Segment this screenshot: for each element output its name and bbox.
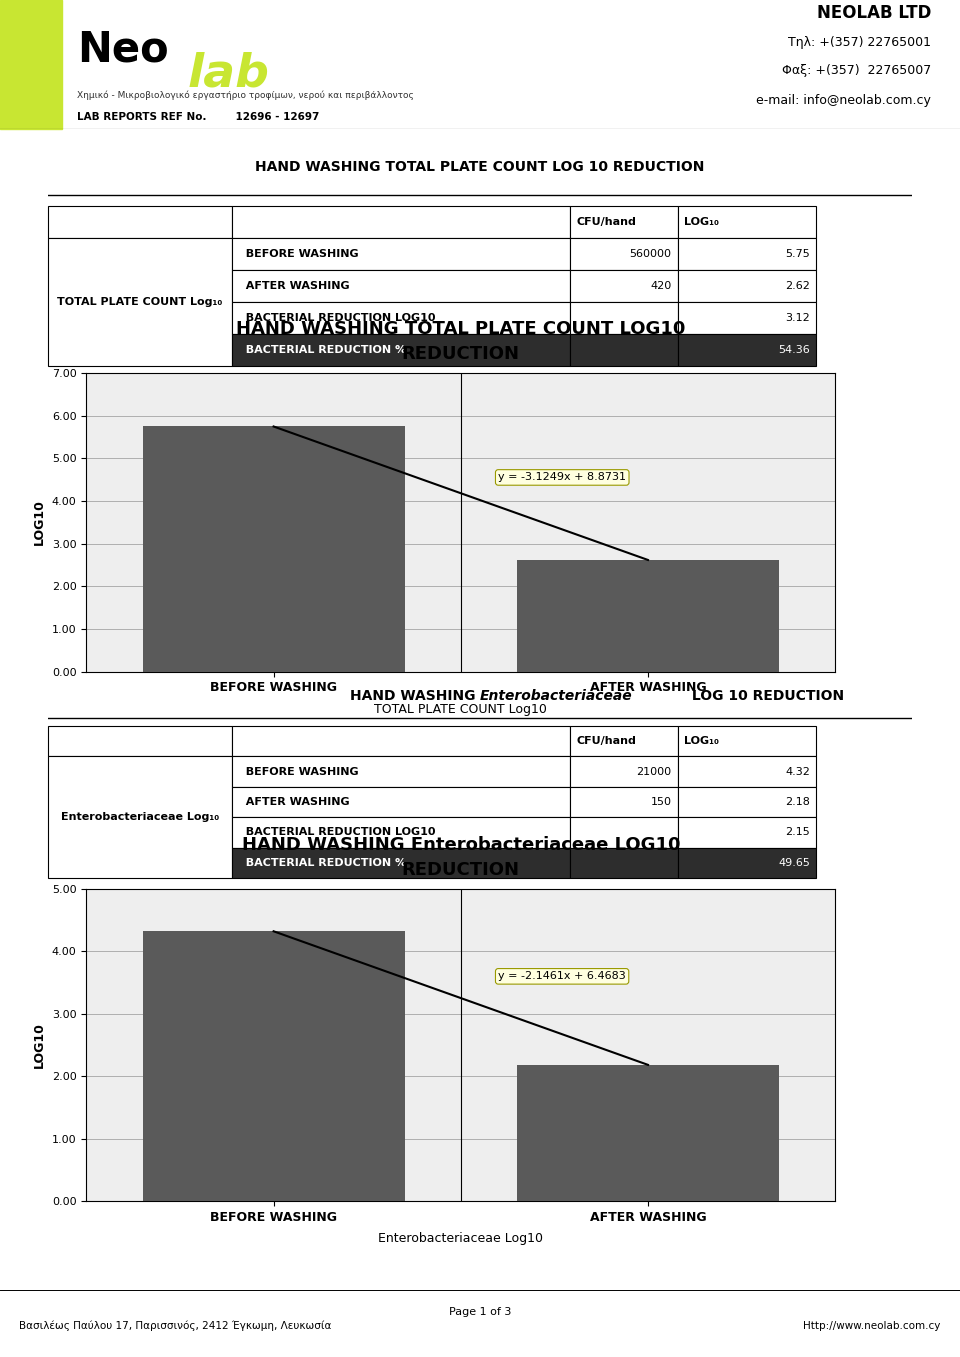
Bar xyxy=(570,303,678,334)
Text: Βασιλέως Παύλου 17, Παρισσινός, 2412 Έγκωμη, Λευκωσία: Βασιλέως Παύλου 17, Παρισσινός, 2412 Έγκ… xyxy=(19,1320,331,1331)
Bar xyxy=(48,206,232,239)
Text: Τηλ: +(357) 22765001: Τηλ: +(357) 22765001 xyxy=(788,37,931,49)
Text: Http://www.neolab.com.cy: Http://www.neolab.com.cy xyxy=(804,1322,941,1331)
Bar xyxy=(678,848,816,878)
Bar xyxy=(48,726,232,756)
Bar xyxy=(232,206,570,239)
Bar xyxy=(48,756,232,878)
Text: CFU/hand: CFU/hand xyxy=(576,217,636,227)
Text: AFTER WASHING: AFTER WASHING xyxy=(238,281,350,292)
Text: 2.18: 2.18 xyxy=(785,797,810,807)
Bar xyxy=(232,334,570,366)
Bar xyxy=(678,206,816,239)
Text: Enterobacteriaceae: Enterobacteriaceae xyxy=(480,689,633,703)
Bar xyxy=(678,787,816,817)
Text: e-mail: info@neolab.com.cy: e-mail: info@neolab.com.cy xyxy=(756,94,931,107)
Bar xyxy=(570,334,678,366)
Text: LOG₁₀: LOG₁₀ xyxy=(684,217,719,227)
Bar xyxy=(232,787,570,817)
Text: y = -2.1461x + 6.4683: y = -2.1461x + 6.4683 xyxy=(498,972,626,981)
Bar xyxy=(678,817,816,848)
Bar xyxy=(678,726,816,756)
Text: lab: lab xyxy=(187,52,269,96)
Text: BEFORE WASHING: BEFORE WASHING xyxy=(238,767,359,776)
Text: LOG 10 REDUCTION: LOG 10 REDUCTION xyxy=(687,689,845,703)
Text: 54.36: 54.36 xyxy=(779,346,810,356)
Bar xyxy=(232,817,570,848)
Y-axis label: LOG10: LOG10 xyxy=(34,499,46,546)
Text: y = -3.1249x + 8.8731: y = -3.1249x + 8.8731 xyxy=(498,472,626,483)
Text: BEFORE WASHING: BEFORE WASHING xyxy=(238,250,359,259)
Bar xyxy=(678,239,816,270)
Text: 420: 420 xyxy=(650,281,672,292)
Title: HAND WASHING Enterobacteriaceae LOG10
REDUCTION: HAND WASHING Enterobacteriaceae LOG10 RE… xyxy=(242,836,680,879)
Bar xyxy=(0,0,62,129)
Bar xyxy=(570,817,678,848)
Bar xyxy=(678,334,816,366)
X-axis label: TOTAL PLATE COUNT Log10: TOTAL PLATE COUNT Log10 xyxy=(374,703,547,715)
Bar xyxy=(570,270,678,303)
Title: HAND WASHING TOTAL PLATE COUNT LOG10
REDUCTION: HAND WASHING TOTAL PLATE COUNT LOG10 RED… xyxy=(236,320,685,364)
Text: LOG₁₀: LOG₁₀ xyxy=(684,737,719,746)
Text: Neo: Neo xyxy=(77,28,168,71)
Bar xyxy=(516,560,780,672)
Bar xyxy=(232,756,570,787)
Text: 49.65: 49.65 xyxy=(778,858,810,867)
Text: 5.75: 5.75 xyxy=(785,250,810,259)
Text: BACTERIAL REDUCTION LOG10: BACTERIAL REDUCTION LOG10 xyxy=(238,828,436,837)
Bar xyxy=(678,303,816,334)
Bar xyxy=(570,756,678,787)
Text: 150: 150 xyxy=(651,797,672,807)
X-axis label: Enterobacteriaceae Log10: Enterobacteriaceae Log10 xyxy=(378,1232,543,1244)
Text: BACTERIAL REDUCTION %: BACTERIAL REDUCTION % xyxy=(238,858,407,867)
Text: Enterobacteriaceae Log₁₀: Enterobacteriaceae Log₁₀ xyxy=(61,813,219,822)
Text: 2.62: 2.62 xyxy=(785,281,810,292)
Text: 3.12: 3.12 xyxy=(785,313,810,323)
Bar xyxy=(232,239,570,270)
Text: TOTAL PLATE COUNT Log₁₀: TOTAL PLATE COUNT Log₁₀ xyxy=(58,297,223,307)
Bar xyxy=(48,239,232,366)
Text: HAND WASHING: HAND WASHING xyxy=(349,689,480,703)
Bar xyxy=(143,931,405,1201)
Text: 2.15: 2.15 xyxy=(785,828,810,837)
Text: CFU/hand: CFU/hand xyxy=(576,737,636,746)
Bar xyxy=(232,848,570,878)
Bar xyxy=(232,270,570,303)
Text: 560000: 560000 xyxy=(630,250,672,259)
Text: NEOLAB LTD: NEOLAB LTD xyxy=(817,4,931,22)
Text: BACTERIAL REDUCTION LOG10: BACTERIAL REDUCTION LOG10 xyxy=(238,313,436,323)
Bar xyxy=(570,239,678,270)
Text: LAB REPORTS REF No.        12696 - 12697: LAB REPORTS REF No. 12696 - 12697 xyxy=(77,113,319,122)
Text: 21000: 21000 xyxy=(636,767,672,776)
Bar xyxy=(516,1065,780,1201)
Bar xyxy=(570,726,678,756)
Text: Φαξ: +(357)  22765007: Φαξ: +(357) 22765007 xyxy=(782,64,931,77)
Text: AFTER WASHING: AFTER WASHING xyxy=(238,797,350,807)
Bar xyxy=(570,848,678,878)
Text: BACTERIAL REDUCTION %: BACTERIAL REDUCTION % xyxy=(238,346,407,356)
Text: Χημικό - Μικροβιολογικό εργαστήριο τροφίμων, νερού και περιβάλλοντος: Χημικό - Μικροβιολογικό εργαστήριο τροφί… xyxy=(77,90,414,100)
Bar xyxy=(143,426,405,672)
Bar xyxy=(678,270,816,303)
Bar xyxy=(570,787,678,817)
Bar xyxy=(678,756,816,787)
Text: Page 1 of 3: Page 1 of 3 xyxy=(449,1307,511,1318)
Bar xyxy=(570,206,678,239)
Y-axis label: LOG10: LOG10 xyxy=(34,1022,46,1068)
Bar xyxy=(232,303,570,334)
Bar xyxy=(232,726,570,756)
Text: 4.32: 4.32 xyxy=(785,767,810,776)
Text: HAND WASHING TOTAL PLATE COUNT LOG 10 REDUCTION: HAND WASHING TOTAL PLATE COUNT LOG 10 RE… xyxy=(255,160,705,174)
